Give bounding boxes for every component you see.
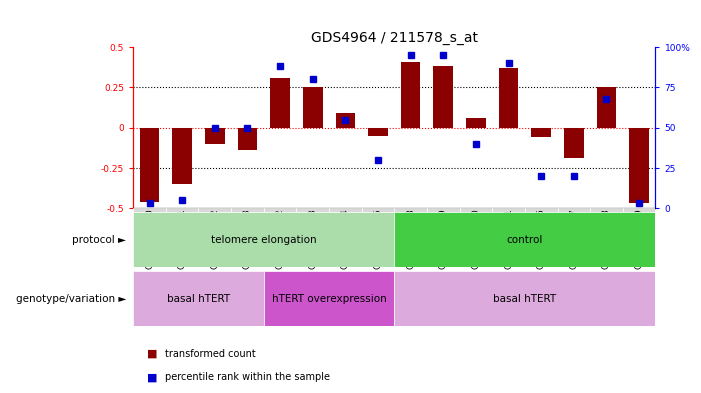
Text: percentile rank within the sample: percentile rank within the sample	[165, 372, 329, 382]
Bar	[271, 78, 290, 128]
Title: GDS4964 / 211578_s_at: GDS4964 / 211578_s_at	[311, 31, 478, 45]
Text: protocol ►: protocol ►	[72, 235, 126, 245]
Bar	[133, 212, 395, 267]
Text: telomere elongation: telomere elongation	[211, 235, 317, 245]
Text: basal hTERT: basal hTERT	[494, 294, 557, 304]
Bar	[499, 68, 518, 128]
Bar	[362, 208, 395, 212]
Bar	[557, 208, 590, 212]
Text: ■: ■	[147, 349, 158, 359]
Bar	[303, 87, 322, 128]
Bar	[460, 208, 492, 212]
Text: GSM1019098: GSM1019098	[406, 208, 415, 269]
Bar	[395, 212, 655, 267]
Bar	[427, 208, 460, 212]
Bar	[133, 271, 264, 326]
Bar	[597, 87, 616, 128]
Bar	[238, 128, 257, 150]
Bar	[205, 128, 224, 144]
Text: GSM1019109: GSM1019109	[634, 208, 644, 269]
Bar	[622, 208, 655, 212]
Bar	[264, 271, 395, 326]
Bar	[329, 208, 362, 212]
Bar	[492, 208, 525, 212]
Text: ■: ■	[147, 372, 158, 382]
Text: hTERT overexpression: hTERT overexpression	[272, 294, 386, 304]
Bar	[139, 128, 159, 202]
Text: GSM1019106: GSM1019106	[537, 208, 545, 269]
Text: GSM1019113: GSM1019113	[243, 208, 252, 269]
Bar	[231, 208, 264, 212]
Bar	[401, 62, 421, 128]
Text: basal hTERT: basal hTERT	[167, 294, 230, 304]
Bar	[466, 118, 486, 128]
Text: GSM1019100: GSM1019100	[471, 208, 480, 269]
Bar	[368, 128, 388, 136]
Text: GSM1019111: GSM1019111	[177, 208, 186, 269]
Bar	[395, 271, 655, 326]
Text: GSM1019099: GSM1019099	[439, 208, 448, 269]
Text: GSM1019107: GSM1019107	[569, 208, 578, 269]
Bar	[590, 208, 622, 212]
Text: control: control	[507, 235, 543, 245]
Text: GSM1019105: GSM1019105	[374, 208, 383, 269]
Text: transformed count: transformed count	[165, 349, 255, 359]
Bar	[198, 208, 231, 212]
Bar	[336, 113, 355, 128]
Bar	[564, 128, 584, 158]
Bar	[133, 208, 166, 212]
Text: GSM1019103: GSM1019103	[308, 208, 318, 269]
Text: GSM1019102: GSM1019102	[275, 208, 285, 269]
Bar	[395, 208, 427, 212]
Bar	[172, 128, 192, 184]
Bar	[166, 208, 198, 212]
Bar	[264, 208, 297, 212]
Text: GSM1019112: GSM1019112	[210, 208, 219, 269]
Bar	[629, 128, 649, 204]
Text: GSM1019108: GSM1019108	[602, 208, 611, 269]
Bar	[297, 208, 329, 212]
Text: GSM1019110: GSM1019110	[145, 208, 154, 269]
Text: GSM1019104: GSM1019104	[341, 208, 350, 269]
Text: GSM1019101: GSM1019101	[504, 208, 513, 269]
Bar	[531, 128, 551, 138]
Text: genotype/variation ►: genotype/variation ►	[16, 294, 126, 304]
Bar	[525, 208, 557, 212]
Bar	[433, 66, 453, 128]
